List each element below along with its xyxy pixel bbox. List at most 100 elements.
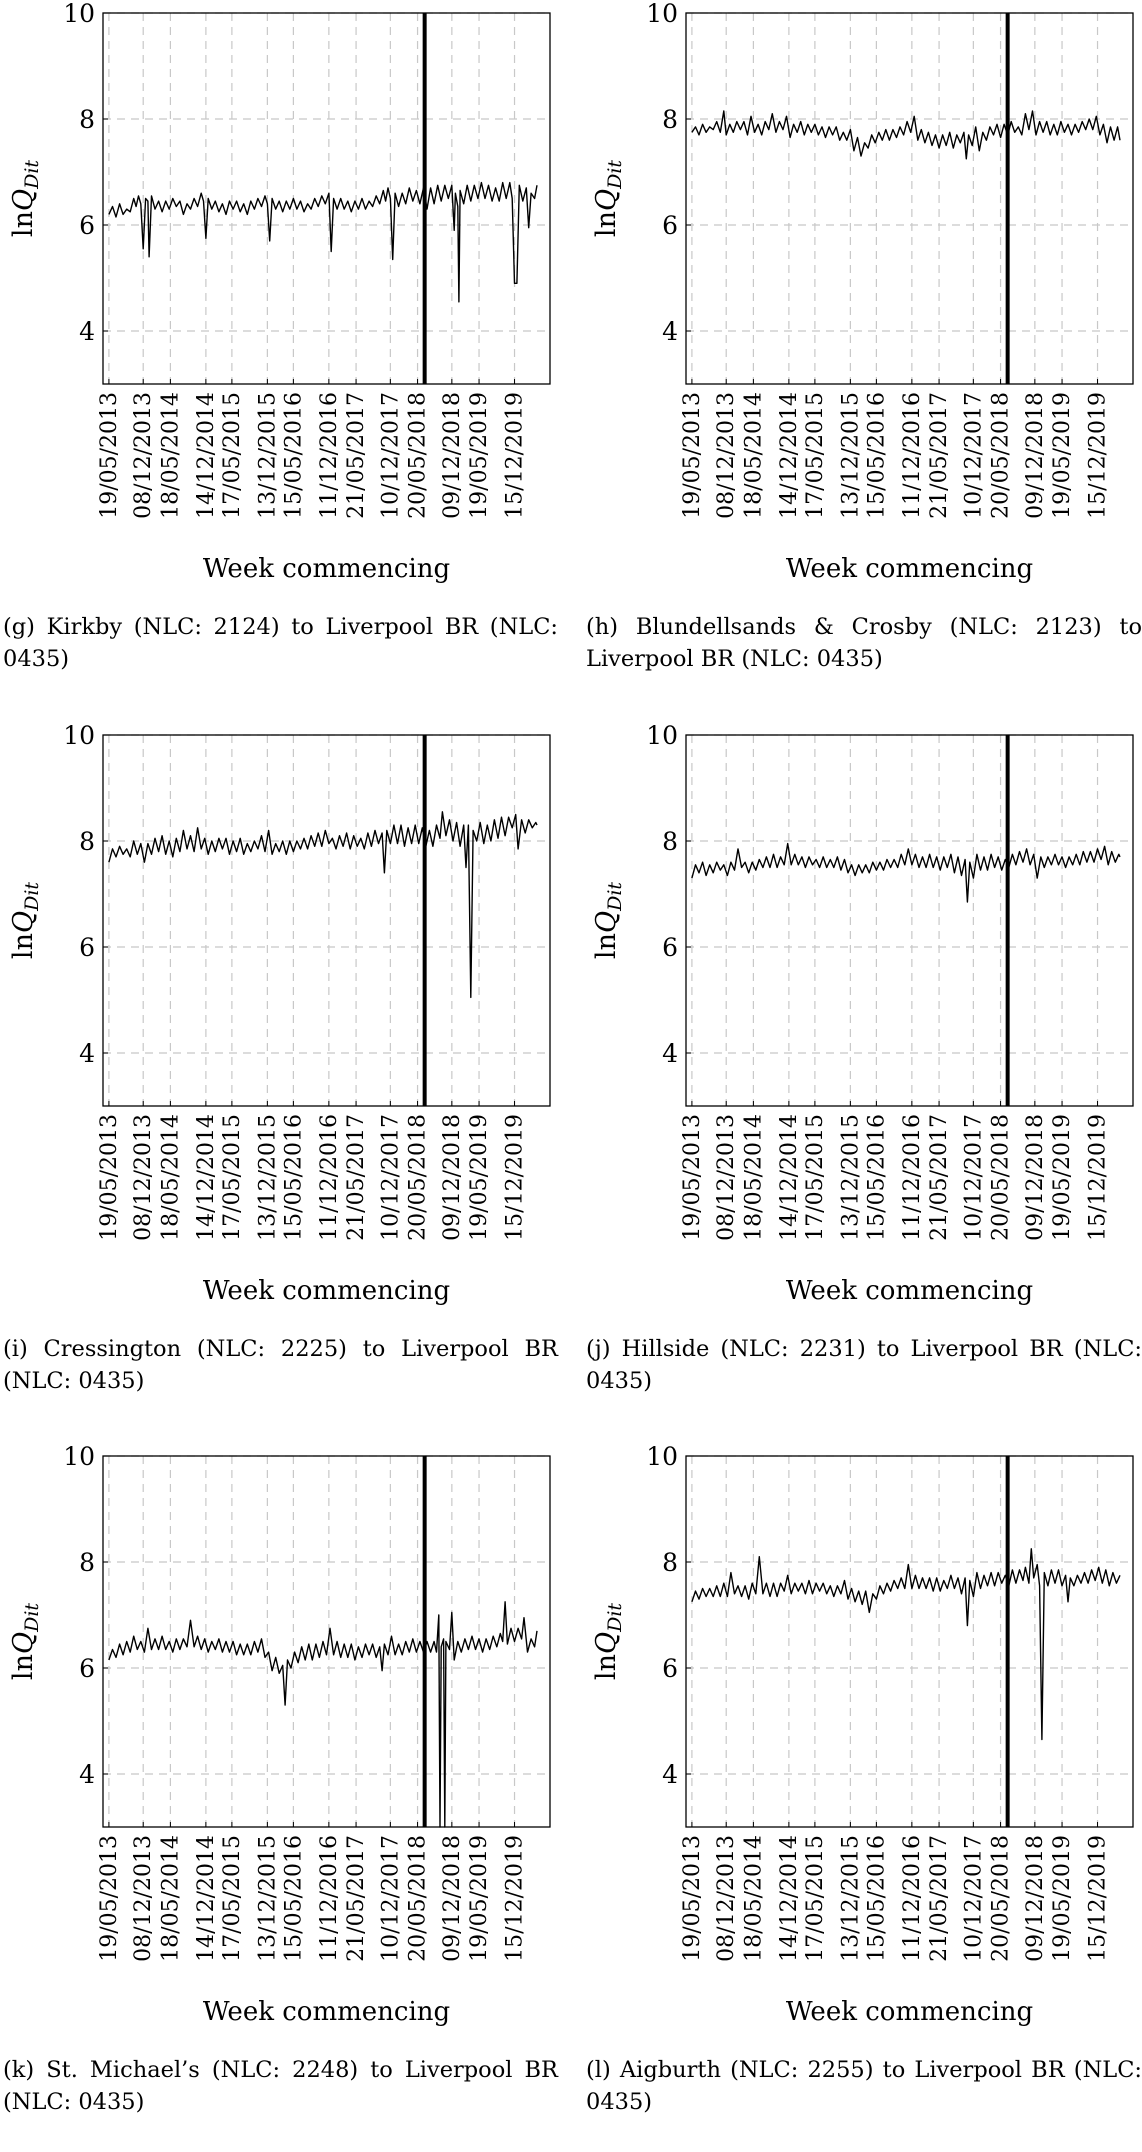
x-tick-label: 21/05/2017 — [344, 1835, 369, 1962]
x-tick-label: 17/05/2015 — [803, 392, 828, 519]
chart-svg: 4 6 8 10 19/05/2013 08/12/2013 18/05/2014 14/12… — [591, 0, 1134, 584]
x-tick-label: 15/12/2019 — [1086, 392, 1111, 519]
x-tick-label: 15/05/2016 — [864, 1114, 889, 1241]
x-tick-label: 20/05/2018 — [989, 1114, 1014, 1241]
figure-caption: (i) Cressington (NLC: 2225) to Liverpool… — [3, 1336, 558, 1394]
figure-caption: (h) Blundellsands & Crosby (NLC: 2123) t… — [586, 614, 1142, 672]
series-line — [108, 181, 538, 303]
series-line — [691, 1548, 1121, 1741]
y-tick-label: 6 — [79, 933, 95, 962]
x-tick-label: 17/05/2015 — [220, 1114, 245, 1241]
figure-caption: (g) Kirkby (NLC: 2124) to Liverpool BR (… — [3, 614, 558, 672]
y-tick-label: 4 — [662, 1760, 678, 1789]
y-tick-label: 4 — [79, 317, 95, 346]
grid — [103, 734, 550, 1106]
y-tick-label: 6 — [662, 933, 678, 962]
plot-frame — [102, 12, 551, 385]
x-tick-label: 08/12/2013 — [714, 1114, 739, 1241]
y-axis-label: lnQDit — [591, 882, 626, 959]
x-tick-label: 20/05/2018 — [406, 1114, 431, 1241]
x-tick-label: 20/05/2018 — [989, 1835, 1014, 1962]
chart-svg: 4 6 8 10 19/05/2013 08/12/2013 18/05/2014 14/12… — [8, 722, 551, 1306]
x-tick-label: 14/12/2014 — [777, 1114, 802, 1241]
x-tick-label: 17/05/2015 — [220, 392, 245, 519]
chart-svg: 4 6 8 10 19/05/2013 08/12/2013 18/05/2014 14/12… — [591, 722, 1134, 1306]
x-axis-label: Week commencing — [786, 554, 1033, 584]
figure-caption: (k) St. Michael’s (NLC: 2248) to Liverpo… — [3, 2057, 558, 2115]
plot-frame — [685, 734, 1134, 1107]
x-tick-label: 14/12/2014 — [194, 392, 219, 519]
x-tick-label: 09/12/2018 — [440, 1835, 465, 1962]
x-tick-label: 21/05/2017 — [927, 1835, 952, 1962]
y-tick-label: 4 — [662, 1039, 678, 1068]
x-tick-label: 14/12/2014 — [194, 1114, 219, 1241]
x-tick-label: 19/05/2013 — [97, 392, 122, 519]
x-tick-label: 08/12/2013 — [131, 1835, 156, 1962]
x-tick-label: 20/05/2018 — [406, 392, 431, 519]
x-tick-label: 13/12/2015 — [838, 1114, 863, 1241]
x-axis-label: Week commencing — [203, 1997, 450, 2027]
x-tick-label: 09/12/2018 — [1023, 1835, 1048, 1962]
y-tick-label: 8 — [79, 105, 95, 134]
x-tick-label: 19/05/2019 — [1050, 1835, 1075, 1962]
y-tick-label: 4 — [79, 1039, 95, 1068]
grid — [103, 1455, 550, 1827]
y-axis-label: lnQDit — [591, 1603, 626, 1680]
x-tick-label: 09/12/2018 — [440, 1114, 465, 1241]
x-tick-label: 19/05/2019 — [467, 1114, 492, 1241]
x-tick-label: 15/12/2019 — [1086, 1835, 1111, 1962]
x-tick-label: 19/05/2013 — [97, 1114, 122, 1241]
x-tick-label: 11/12/2016 — [900, 1114, 925, 1241]
x-tick-label: 13/12/2015 — [255, 1835, 280, 1962]
x-tick-label: 18/05/2014 — [741, 1835, 766, 1962]
y-tick-label: 10 — [646, 1443, 678, 1471]
x-tick-label: 18/05/2014 — [158, 1114, 183, 1241]
x-axis-label: Week commencing — [203, 554, 450, 584]
x-tick-label: 19/05/2019 — [467, 392, 492, 519]
x-tick-label: 17/05/2015 — [803, 1835, 828, 1962]
chart-svg: 4 6 8 10 19/05/2013 08/12/2013 18/05/2014 14/12… — [591, 1443, 1134, 2027]
x-tick-label: 10/12/2017 — [961, 392, 986, 519]
x-tick-label: 14/12/2014 — [777, 1835, 802, 1962]
x-tick-label: 14/12/2014 — [194, 1835, 219, 1962]
x-tick-label: 08/12/2013 — [714, 392, 739, 519]
x-tick-label: 10/12/2017 — [378, 1835, 403, 1962]
chart-svg: 4 6 8 10 19/05/2013 08/12/2013 18/05/2014 14/12… — [8, 0, 551, 584]
y-tick-label: 4 — [662, 317, 678, 346]
x-tick-label: 15/12/2019 — [503, 1835, 528, 1962]
x-tick-label: 11/12/2016 — [900, 1835, 925, 1962]
y-tick-label: 8 — [79, 827, 95, 856]
x-tick-label: 18/05/2014 — [158, 392, 183, 519]
x-tick-label: 21/05/2017 — [927, 1114, 952, 1241]
x-tick-label: 11/12/2016 — [900, 392, 925, 519]
x-tick-label: 13/12/2015 — [838, 1835, 863, 1962]
y-tick-label: 6 — [79, 1654, 95, 1683]
y-tick-label: 10 — [63, 722, 95, 750]
y-tick-label: 4 — [79, 1760, 95, 1789]
x-tick-label: 10/12/2017 — [378, 392, 403, 519]
y-axis-label: lnQDit — [8, 160, 43, 237]
x-tick-label: 15/05/2016 — [864, 392, 889, 519]
plot-frame — [102, 1455, 551, 1828]
y-tick-label: 10 — [63, 1443, 95, 1471]
x-tick-label: 21/05/2017 — [927, 392, 952, 519]
x-tick-label: 19/05/2019 — [1050, 1114, 1075, 1241]
x-tick-label: 10/12/2017 — [961, 1835, 986, 1962]
x-tick-label: 21/05/2017 — [344, 1114, 369, 1241]
y-axis-label: lnQDit — [8, 1603, 43, 1680]
y-axis-label: lnQDit — [8, 882, 43, 959]
x-tick-label: 11/12/2016 — [317, 1835, 342, 1962]
x-tick-label: 11/12/2016 — [317, 392, 342, 519]
x-tick-label: 19/05/2013 — [680, 1114, 705, 1241]
x-tick-label: 15/05/2016 — [864, 1835, 889, 1962]
chart-svg: 4 6 8 10 19/05/2013 08/12/2013 18/05/2014 14/12… — [8, 1443, 551, 2027]
x-tick-label: 08/12/2013 — [714, 1835, 739, 1962]
x-tick-label: 19/05/2013 — [97, 1835, 122, 1962]
x-tick-label: 21/05/2017 — [344, 392, 369, 519]
x-tick-label: 15/12/2019 — [1086, 1114, 1111, 1241]
series-line — [108, 811, 538, 999]
x-tick-label: 19/05/2013 — [680, 1835, 705, 1962]
x-tick-label: 18/05/2014 — [741, 1114, 766, 1241]
plot-frame — [685, 12, 1134, 385]
x-tick-label: 13/12/2015 — [838, 392, 863, 519]
